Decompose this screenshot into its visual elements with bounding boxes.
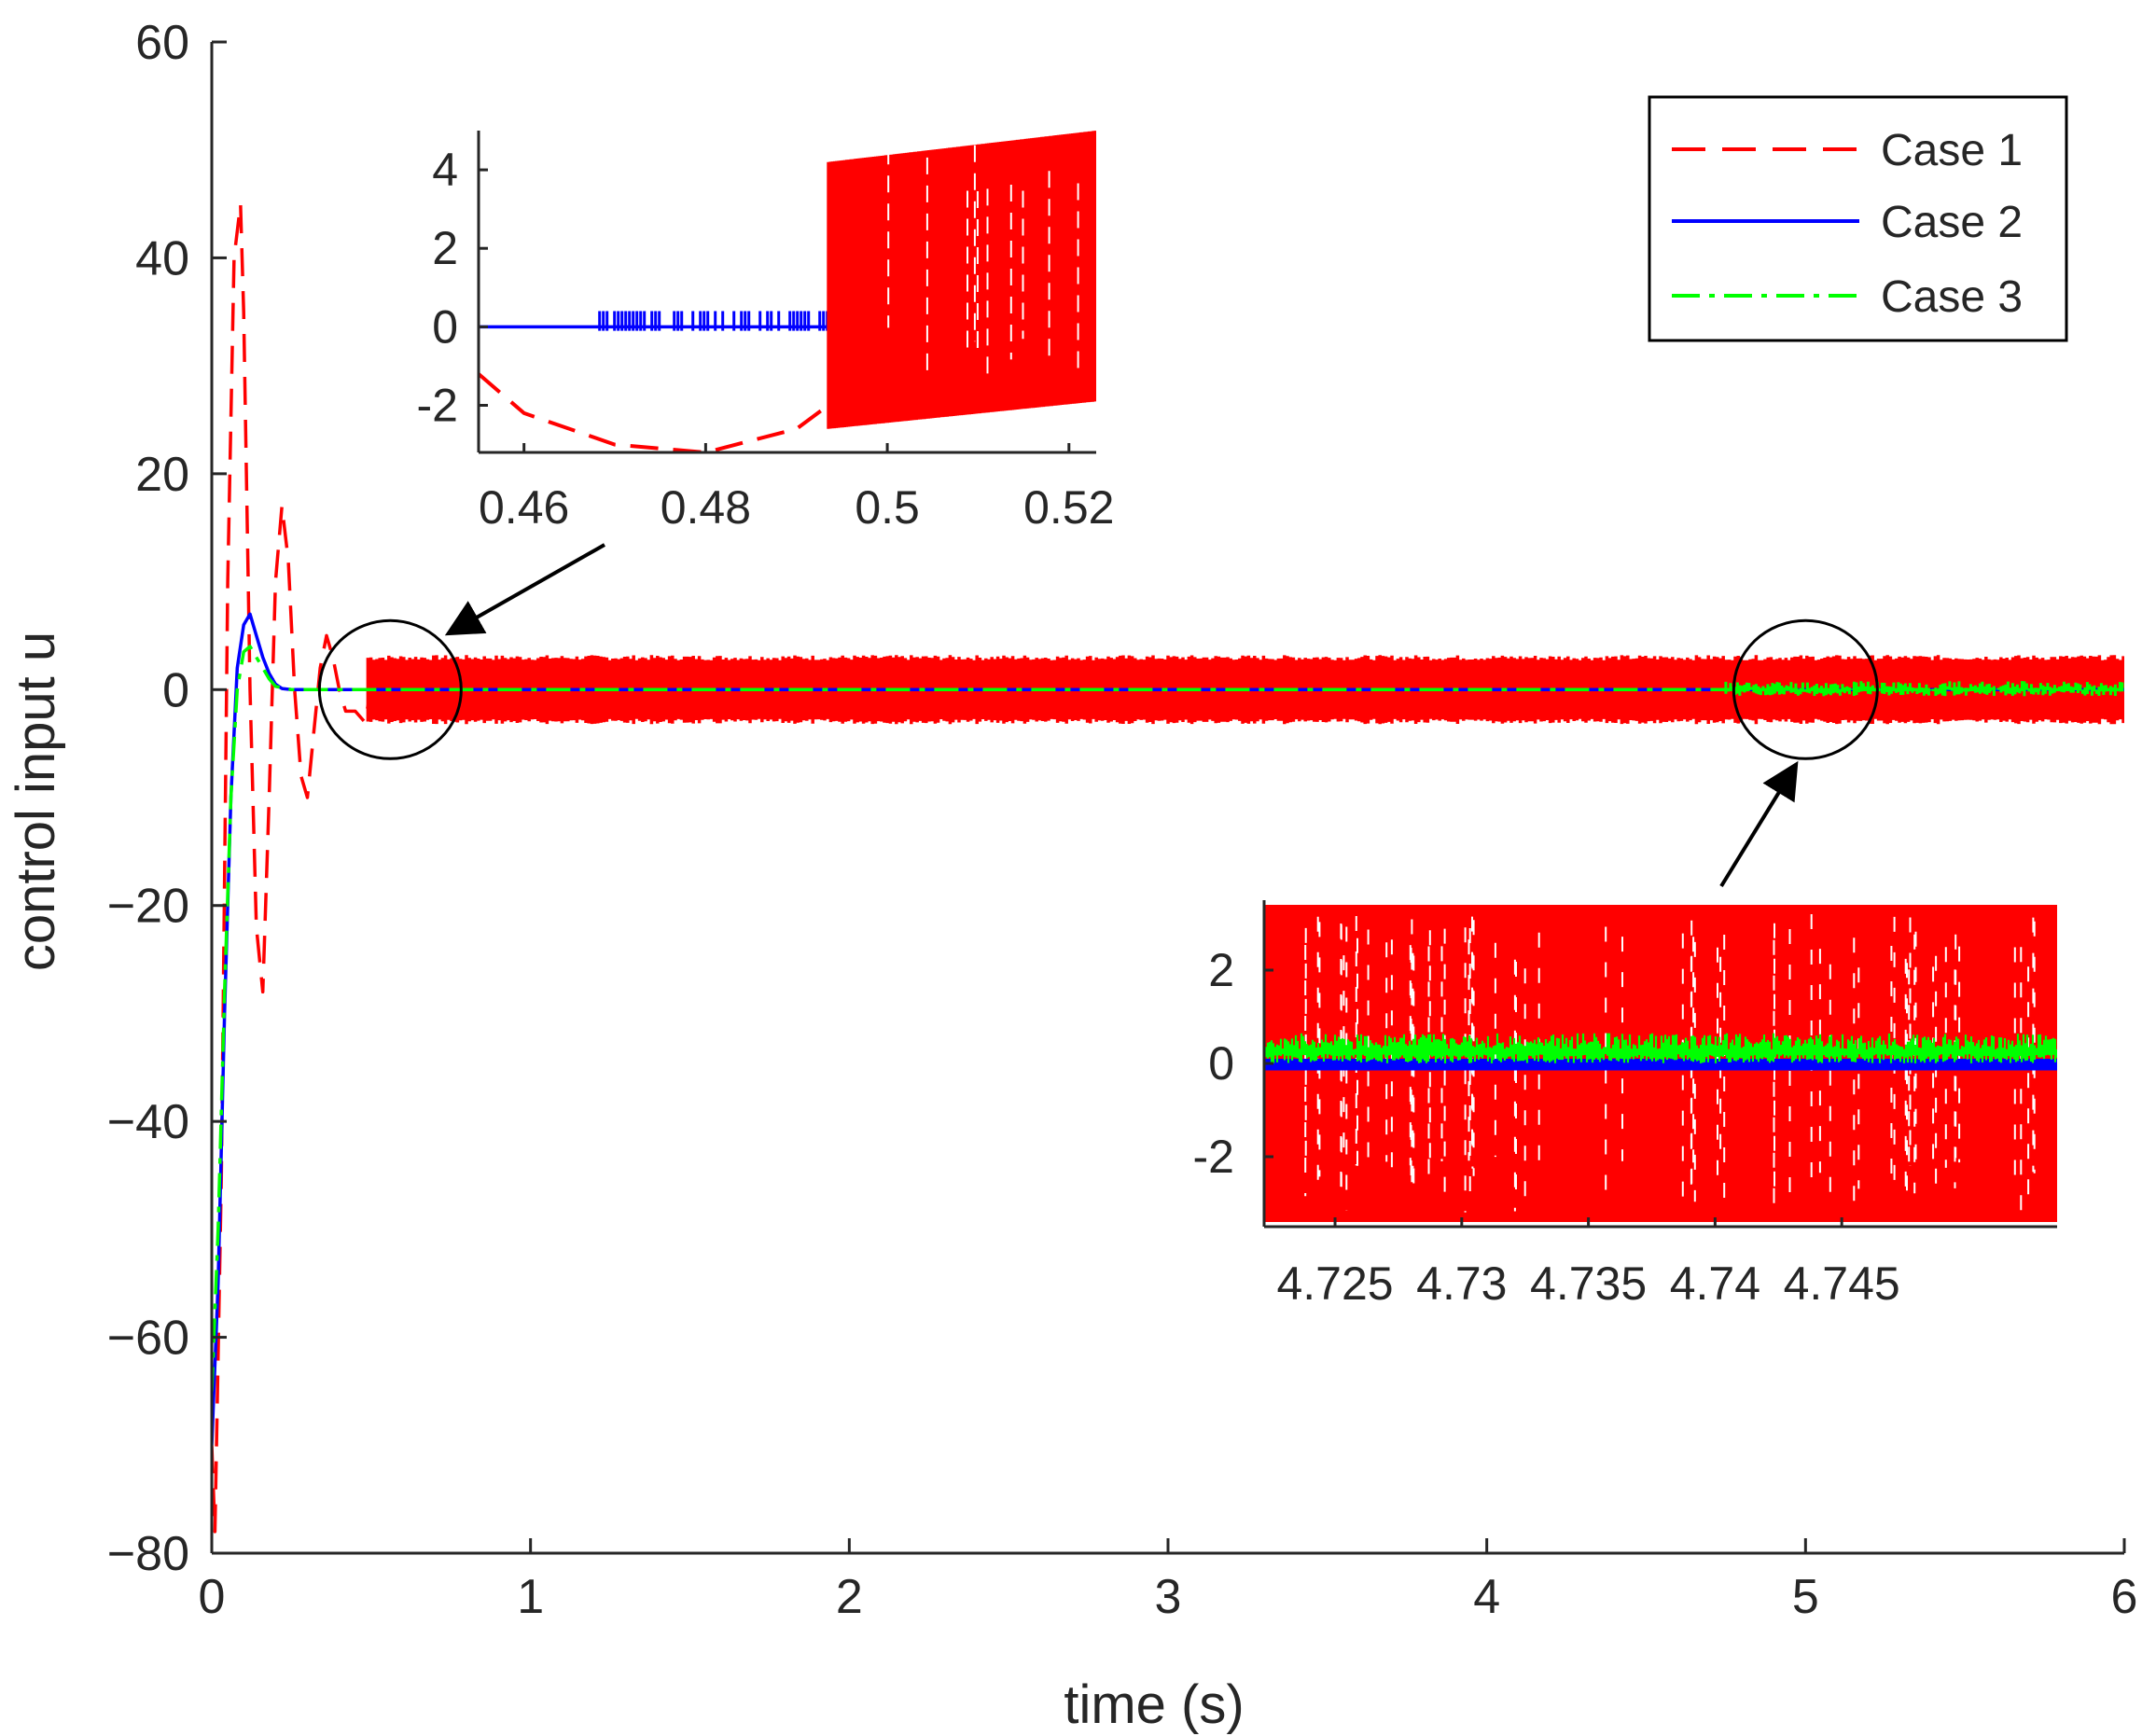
x-tick-label: 3 (1155, 1570, 1182, 1624)
zoom-circle-2 (1732, 618, 1879, 760)
series-case-3-line (212, 645, 2124, 1392)
legend-label-case-2: Case 2 (1881, 198, 2023, 247)
x-tick-label: 4 (1473, 1570, 1500, 1624)
inset-1-case-1-gaps (887, 145, 1079, 381)
inset-1-x-tick-label: 0.46 (479, 481, 569, 534)
inset-1-y-tick-label: 0 (432, 300, 458, 353)
inset-2-x-tick-label: 4.74 (1670, 1257, 1760, 1310)
inset-2-x-tick-label: 4.73 (1416, 1257, 1507, 1310)
y-tick-label: 0 (162, 663, 189, 717)
y-tick-label: 60 (135, 16, 189, 70)
inset-1-case-2-chatter (598, 311, 829, 331)
zoom-arrow-1 (444, 543, 605, 636)
x-tick-label: 2 (836, 1570, 863, 1624)
inset-2-y-tick-label: 2 (1208, 944, 1234, 996)
inset-1-x-tick-label: 0.5 (855, 481, 920, 534)
x-tick-label: 1 (517, 1570, 544, 1624)
inset-2-y-tick-label: 0 (1208, 1037, 1234, 1090)
x-axis-label: time (s) (1064, 1674, 1244, 1735)
inset-1: 0.46 0.48 0.5 0.52 4 2 0 -2 (417, 131, 1114, 534)
zoom-arrow-2 (1719, 760, 1799, 888)
y-tick-label: 20 (135, 448, 189, 502)
inset-2-case-3-band (1264, 1033, 2057, 1063)
inset-2-x-tick-label: 4.735 (1530, 1257, 1647, 1310)
inset-2-y-tick-label: -2 (1193, 1131, 1234, 1183)
y-axis-label: control input u (6, 632, 66, 971)
legend-box (1648, 95, 2068, 342)
inset-1-x-tick-label: 0.52 (1023, 481, 1114, 534)
series-case-1-line (212, 201, 373, 1534)
inset-1-y-tick-label: 4 (432, 144, 458, 196)
inset-2-case-2-band (1264, 1059, 2057, 1071)
zoom-markers (317, 543, 1879, 888)
inset-1-y-tick-label: 2 (432, 222, 458, 274)
legend-label-case-3: Case 3 (1881, 272, 2023, 322)
inset-1-case-1-curve (479, 372, 829, 452)
y-tick-label: −60 (107, 1312, 189, 1366)
y-tick-label: 40 (135, 231, 189, 285)
inset-1-case-1-oscillation (827, 131, 1096, 429)
inset-1-y-tick-label: -2 (417, 380, 458, 432)
x-tick-label: 0 (199, 1570, 226, 1624)
y-tick-label: −20 (107, 880, 189, 934)
legend-label-case-1: Case 1 (1881, 126, 2023, 175)
inset-2-x-tick-label: 4.745 (1784, 1257, 1900, 1310)
x-tick-label: 5 (1792, 1570, 1819, 1624)
y-tick-label: −40 (107, 1095, 189, 1149)
inset-2-x-tick-label: 4.725 (1276, 1257, 1393, 1310)
inset-1-x-tick-label: 0.48 (661, 481, 751, 534)
x-tick-label: 6 (2111, 1570, 2138, 1624)
legend: Case 1 Case 2 Case 3 (1648, 95, 2068, 342)
inset-2: 4.725 4.73 4.735 4.74 4.745 2 0 -2 (1193, 900, 2057, 1310)
series-case-3-noise (1724, 681, 2124, 697)
y-tick-label: −80 (107, 1527, 189, 1581)
zoom-circle-1 (317, 618, 463, 760)
